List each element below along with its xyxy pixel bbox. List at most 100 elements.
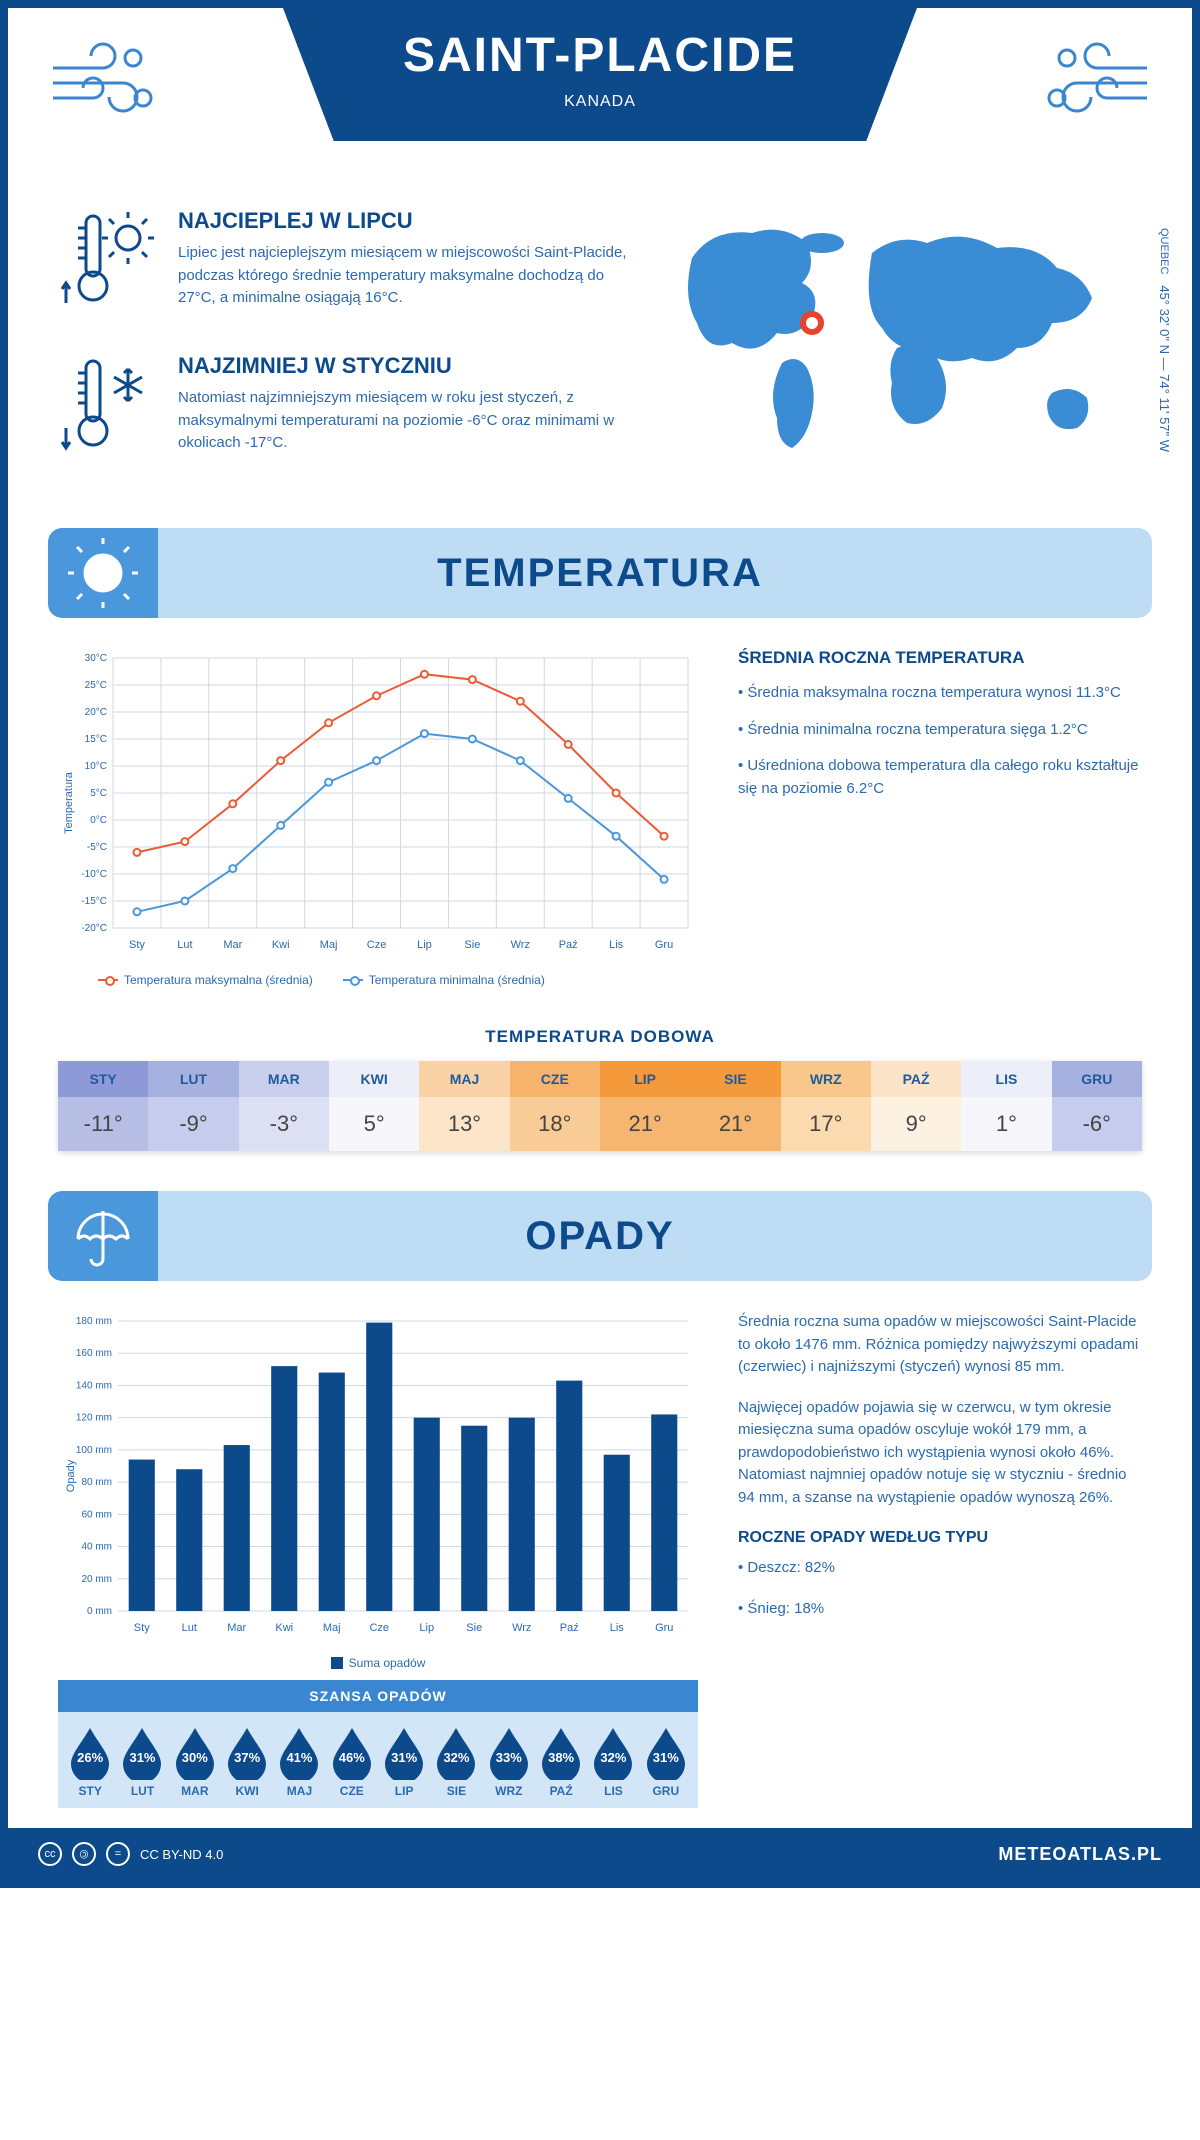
precip-chance-item: 38%PAŹ: [535, 1726, 587, 1798]
svg-text:120 mm: 120 mm: [76, 1413, 112, 1424]
svg-text:Lut: Lut: [182, 1622, 197, 1634]
precip-chance-item: 46%CZE: [326, 1726, 378, 1798]
coldest-text: Natomiast najzimniejszym miesiącem w rok…: [178, 387, 632, 455]
daily-temp-month: CZE: [510, 1061, 600, 1097]
precip-paragraph-2: Najwięcej opadów pojawia się w czerwcu, …: [738, 1397, 1142, 1510]
footer: cc 🄯 = CC BY-ND 4.0 METEOATLAS.PL: [8, 1828, 1192, 1880]
daily-temp-month: KWI: [329, 1061, 419, 1097]
thermometer-sun-icon: [58, 208, 158, 323]
cc-icon: cc: [38, 1842, 62, 1866]
svg-text:100 mm: 100 mm: [76, 1445, 112, 1456]
annual-temp-bullet: Średnia minimalna roczna temperatura się…: [738, 719, 1142, 742]
daily-temp-heading: TEMPERATURA DOBOWA: [8, 1027, 1192, 1047]
svg-text:-15°C: -15°C: [81, 896, 107, 907]
warmest-text: Lipiec jest najcieplejszym miesiącem w m…: [178, 242, 632, 310]
svg-text:10°C: 10°C: [85, 761, 107, 772]
svg-text:20°C: 20°C: [85, 707, 107, 718]
precip-chance-panel: SZANSA OPADÓW 26%STY31%LUT30%MAR37%KWI41…: [58, 1680, 698, 1808]
svg-text:Mar: Mar: [223, 939, 242, 951]
precip-chance-item: 26%STY: [64, 1726, 116, 1798]
svg-text:Kwi: Kwi: [272, 939, 290, 951]
daily-temp-value: 17°: [781, 1097, 871, 1151]
temp-chart-legend: Temperatura maksymalna (średnia) Tempera…: [58, 973, 698, 987]
svg-text:60 mm: 60 mm: [81, 1509, 112, 1520]
section-title-precip: OPADY: [48, 1214, 1152, 1259]
svg-text:Sty: Sty: [129, 939, 145, 951]
daily-temp-month: STY: [58, 1061, 148, 1097]
precip-chance-item: 37%KWI: [221, 1726, 273, 1798]
svg-text:Cze: Cze: [367, 939, 387, 951]
precip-type-heading: ROCZNE OPADY WEDŁUG TYPU: [738, 1529, 1142, 1547]
svg-text:Lip: Lip: [417, 939, 432, 951]
annual-temp-bullet: Średnia maksymalna roczna temperatura wy…: [738, 682, 1142, 705]
svg-text:Wrz: Wrz: [512, 1622, 531, 1634]
daily-temp-value: -11°: [58, 1097, 148, 1151]
svg-text:Paź: Paź: [559, 939, 578, 951]
warmest-heading: NAJCIEPLEJ W LIPCU: [178, 208, 632, 234]
precip-chance-item: 30%MAR: [169, 1726, 221, 1798]
svg-text:-5°C: -5°C: [87, 842, 107, 853]
daily-temp-month: SIE: [690, 1061, 780, 1097]
svg-text:30°C: 30°C: [85, 653, 107, 664]
annual-temp-heading: ŚREDNIA ROCZNA TEMPERATURA: [738, 648, 1142, 668]
daily-temp-month: LIS: [961, 1061, 1051, 1097]
coords-label: QUEBEC 45° 32' 0" N — 74° 11' 57" W: [1157, 228, 1172, 452]
thermometer-snow-icon: [58, 353, 158, 468]
svg-text:40 mm: 40 mm: [81, 1542, 112, 1553]
daily-temp-month: LIP: [600, 1061, 690, 1097]
precipitation-chart: 180 mm160 mm140 mm120 mm100 mm80 mm60 mm…: [58, 1311, 698, 1641]
daily-temp-value: -9°: [148, 1097, 238, 1151]
precip-chart-legend: Suma opadów: [58, 1656, 698, 1670]
svg-text:-20°C: -20°C: [81, 923, 107, 934]
wind-decoration-icon: [48, 38, 168, 133]
daily-temp-value: 9°: [871, 1097, 961, 1151]
precip-chance-item: 32%SIE: [430, 1726, 482, 1798]
warmest-fact: NAJCIEPLEJ W LIPCU Lipiec jest najcieple…: [58, 208, 632, 323]
svg-text:180 mm: 180 mm: [76, 1316, 112, 1327]
title-banner: SAINT-PLACIDE KANADA: [283, 8, 917, 141]
precip-chance-item: 31%LUT: [116, 1726, 168, 1798]
svg-text:Lut: Lut: [177, 939, 192, 951]
coldest-heading: NAJZIMNIEJ W STYCZNIU: [178, 353, 632, 379]
world-map: [662, 208, 1142, 468]
svg-text:Opady: Opady: [65, 1459, 77, 1492]
daily-temp-month: MAJ: [419, 1061, 509, 1097]
svg-text:Sie: Sie: [466, 1622, 482, 1634]
svg-text:Temperatura: Temperatura: [63, 771, 75, 834]
svg-text:Lis: Lis: [609, 939, 624, 951]
daily-temp-value: 21°: [600, 1097, 690, 1151]
precip-chance-heading: SZANSA OPADÓW: [58, 1680, 698, 1712]
svg-text:0°C: 0°C: [90, 815, 107, 826]
country-label: KANADA: [403, 93, 797, 111]
precip-paragraph-1: Średnia roczna suma opadów w miejscowośc…: [738, 1311, 1142, 1379]
daily-temp-month: MAR: [239, 1061, 329, 1097]
svg-text:20 mm: 20 mm: [81, 1574, 112, 1585]
svg-text:Maj: Maj: [320, 939, 338, 951]
daily-temp-value: 1°: [961, 1097, 1051, 1151]
daily-temp-value: 18°: [510, 1097, 600, 1151]
section-title-temperature: TEMPERATURA: [48, 551, 1152, 596]
svg-text:Gru: Gru: [655, 939, 673, 951]
precip-chance-item: 31%GRU: [640, 1726, 692, 1798]
svg-text:Paź: Paź: [560, 1622, 579, 1634]
cc-by-icon: 🄯: [72, 1842, 96, 1866]
svg-text:Gru: Gru: [655, 1622, 673, 1634]
daily-temp-month: PAŹ: [871, 1061, 961, 1097]
location-title: SAINT-PLACIDE: [403, 28, 797, 83]
cc-nd-icon: =: [106, 1842, 130, 1866]
svg-text:25°C: 25°C: [85, 680, 107, 691]
daily-temp-month: LUT: [148, 1061, 238, 1097]
temperature-chart: 30°C25°C20°C15°C10°C5°C0°C-5°C-10°C-15°C…: [58, 648, 698, 958]
precip-type-item: Śnieg: 18%: [738, 1598, 1142, 1621]
precip-chance-item: 33%WRZ: [483, 1726, 535, 1798]
svg-text:Lip: Lip: [419, 1622, 434, 1634]
svg-text:Cze: Cze: [369, 1622, 389, 1634]
license-label: CC BY-ND 4.0: [140, 1847, 223, 1862]
daily-temp-value: 13°: [419, 1097, 509, 1151]
precip-chance-item: 32%LIS: [587, 1726, 639, 1798]
svg-text:15°C: 15°C: [85, 734, 107, 745]
header: SAINT-PLACIDE KANADA: [8, 8, 1192, 188]
svg-text:-10°C: -10°C: [81, 869, 107, 880]
svg-text:Wrz: Wrz: [511, 939, 530, 951]
daily-temp-month: WRZ: [781, 1061, 871, 1097]
